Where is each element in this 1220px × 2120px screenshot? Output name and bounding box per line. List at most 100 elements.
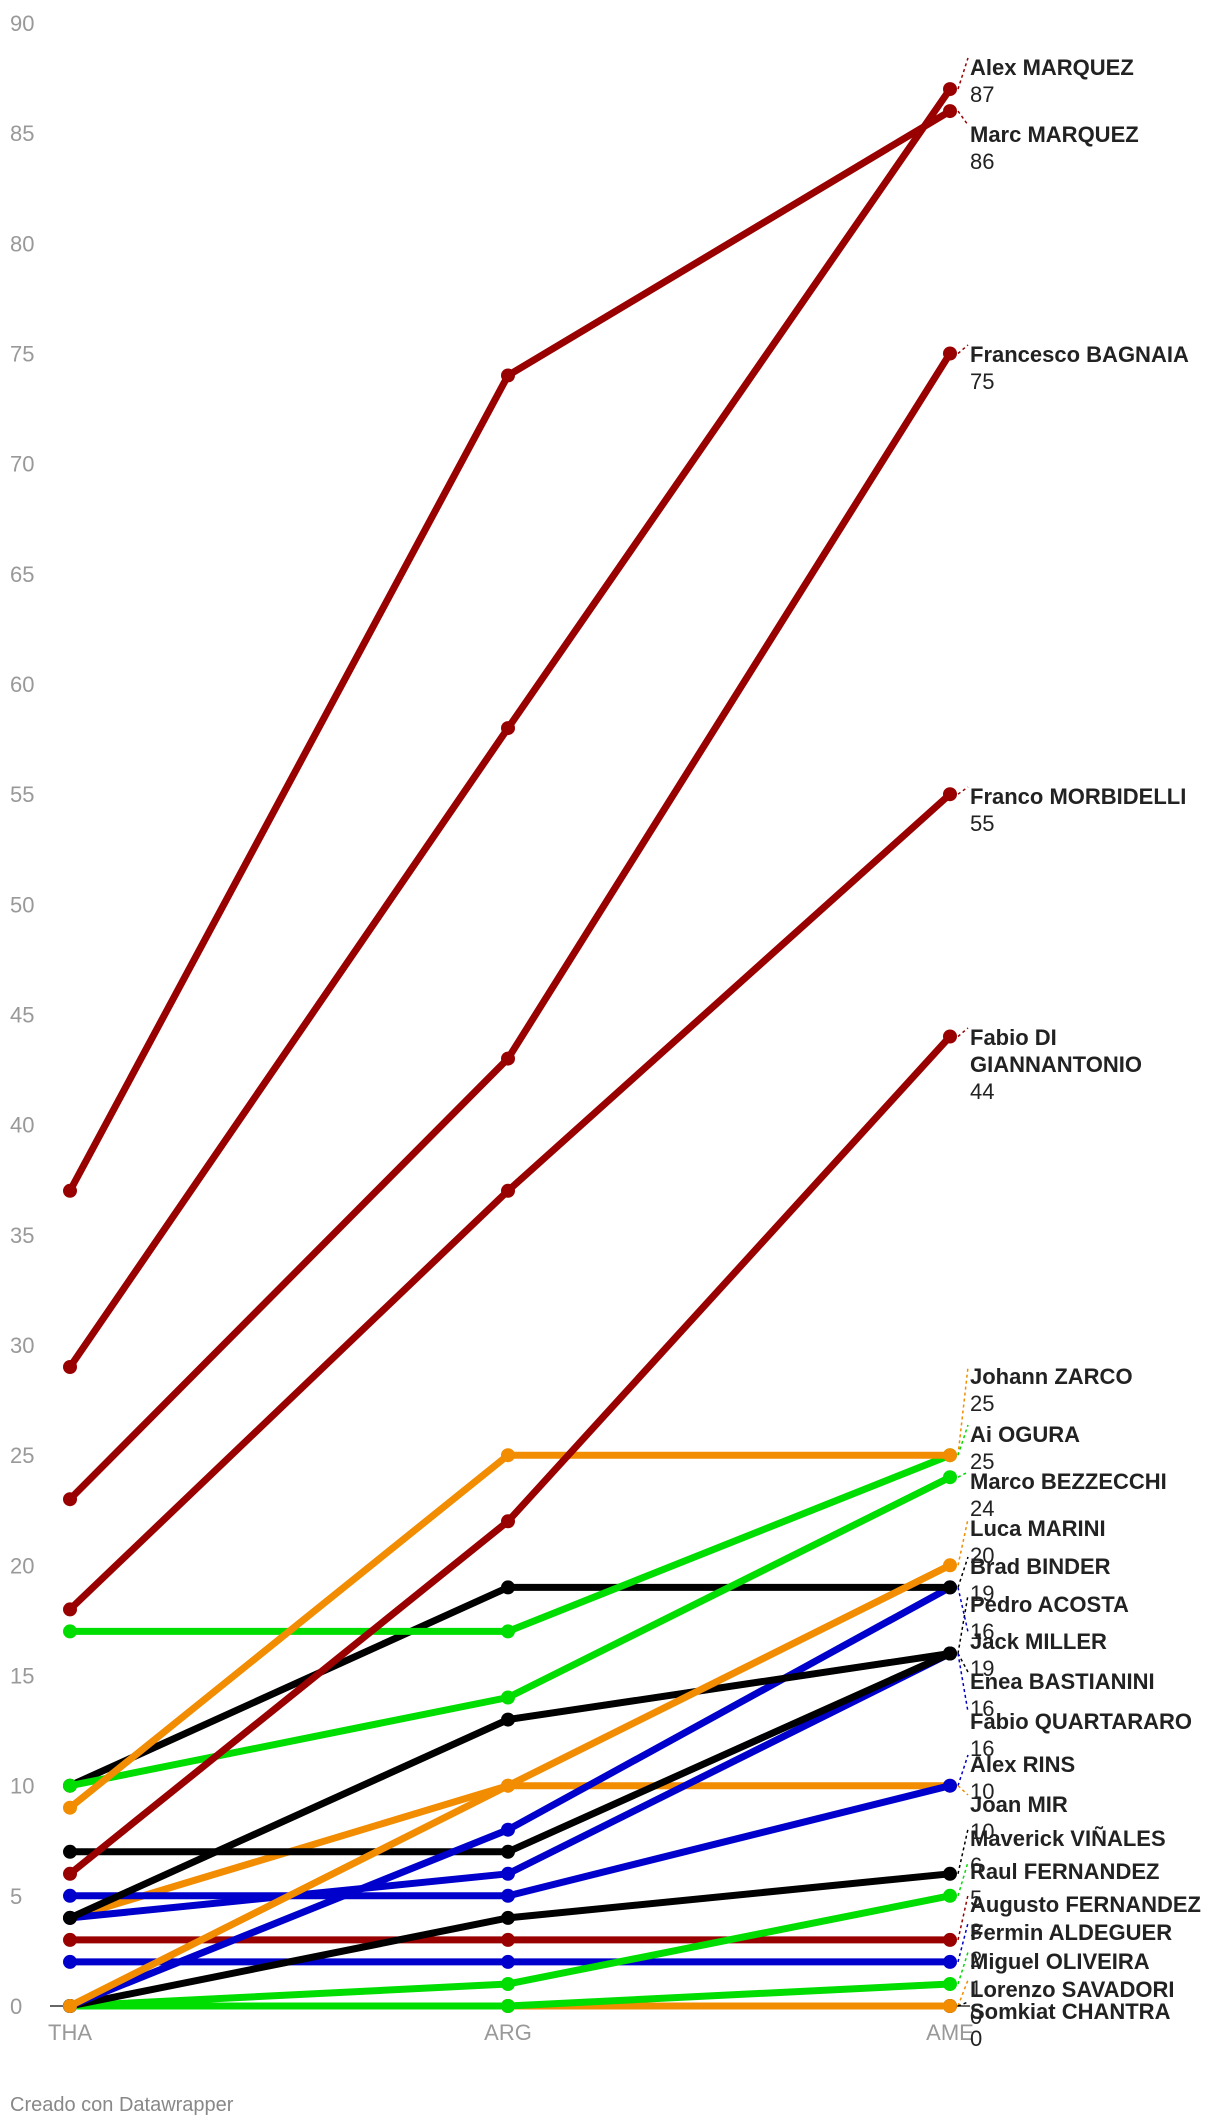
data-point xyxy=(63,1183,77,1198)
y-tick-label: 45 xyxy=(10,1003,34,1028)
data-point xyxy=(501,721,515,736)
data-point xyxy=(63,1866,77,1881)
data-point xyxy=(63,1910,77,1925)
series-label-value: 6 xyxy=(970,1853,982,1878)
series-label-name: Marc MARQUEZ xyxy=(970,122,1139,147)
label-leader-line xyxy=(957,2001,969,2007)
series-label-value: 16 xyxy=(970,1619,994,1644)
y-tick-label: 15 xyxy=(10,1664,34,1689)
y-tick-label: 25 xyxy=(10,1443,34,1468)
label-leader-line xyxy=(957,786,969,795)
data-point xyxy=(501,1624,515,1639)
data-point xyxy=(943,82,957,97)
series-label-name: Raul FERNANDEZ xyxy=(970,1859,1159,1884)
label-leader-line xyxy=(957,1951,969,1985)
label-leader-line xyxy=(957,110,969,126)
data-point xyxy=(501,1448,515,1463)
label-leader-line xyxy=(957,1785,969,1796)
series-label-value: 2 xyxy=(970,1947,982,1972)
y-tick-label: 5 xyxy=(10,1884,22,1909)
data-point xyxy=(943,1999,957,2013)
series-label-name: Joan MIR xyxy=(970,1792,1068,1817)
series-line xyxy=(66,107,954,1195)
data-point xyxy=(943,1558,957,1573)
y-tick-label: 20 xyxy=(10,1553,34,1578)
data-point xyxy=(943,1778,957,1793)
series-label-value: 25 xyxy=(970,1449,994,1474)
series-label-value: 20 xyxy=(970,1543,994,1568)
label-leader-line xyxy=(957,1922,969,1963)
data-point xyxy=(501,1888,515,1903)
series-label-value: 44 xyxy=(970,1079,994,1104)
data-point xyxy=(501,1051,515,1066)
data-point xyxy=(63,1360,77,1374)
data-point xyxy=(501,1999,515,2013)
data-point xyxy=(63,1999,77,2013)
series-label-name: Francesco BAGNAIA xyxy=(970,342,1189,367)
label-leader-line xyxy=(957,1979,969,2007)
series-label-name: Jack MILLER xyxy=(970,1629,1107,1654)
series-line xyxy=(66,790,954,1613)
y-tick-label: 80 xyxy=(10,231,34,256)
data-point xyxy=(943,1029,957,1044)
y-tick-label: 40 xyxy=(10,1113,34,1138)
series-label-name: Alex MARQUEZ xyxy=(970,55,1134,80)
y-tick-label: 65 xyxy=(10,562,34,587)
data-point xyxy=(501,1712,515,1727)
data-point xyxy=(501,1954,515,1969)
data-point xyxy=(501,1183,515,1198)
label-leader-line xyxy=(957,1027,969,1038)
label-leader-line xyxy=(957,1828,969,1874)
series-label-name: Lorenzo SAVADORI xyxy=(970,1977,1175,2002)
label-leader-line xyxy=(957,1518,969,1566)
y-tick-label: 75 xyxy=(10,342,34,367)
series-label-name: Fermin ALDEGUER xyxy=(970,1920,1172,1945)
data-point xyxy=(63,1800,77,1815)
data-point xyxy=(501,1778,515,1793)
data-point xyxy=(943,1977,957,1991)
series-label-name: Somkiat CHANTRA xyxy=(970,1999,1171,2024)
series-label-name: GIANNANTONIO xyxy=(970,1052,1142,1077)
series-label-value: 75 xyxy=(970,369,994,394)
label-leader-line xyxy=(957,1556,969,1588)
label-leader-line xyxy=(957,57,969,90)
data-point xyxy=(943,1954,957,1969)
y-tick-label: 90 xyxy=(10,11,34,36)
data-point xyxy=(501,1844,515,1859)
x-tick-label: THA xyxy=(48,2020,92,2045)
data-point xyxy=(501,1822,515,1837)
datawrapper-credit: Creado con Datawrapper xyxy=(10,2094,234,2116)
data-point xyxy=(943,1866,957,1881)
series-label-value: 19 xyxy=(970,1656,994,1681)
data-point xyxy=(63,1778,77,1793)
label-leader-line xyxy=(957,1894,969,1941)
data-point xyxy=(943,1646,957,1661)
y-tick-label: 30 xyxy=(10,1333,34,1358)
label-leader-line xyxy=(957,1754,969,1786)
series-label-value: 87 xyxy=(970,82,994,107)
series-label-name: Miguel OLIVEIRA xyxy=(970,1949,1150,1974)
data-point xyxy=(501,1932,515,1947)
data-point xyxy=(943,1470,957,1485)
series-label-name: Maverick VIÑALES xyxy=(970,1826,1166,1851)
data-point xyxy=(63,1844,77,1859)
label-leader-line xyxy=(957,1471,969,1478)
label-leader-line xyxy=(957,1653,969,1713)
series-line xyxy=(66,350,954,1503)
series-label-name: Ai OGURA xyxy=(970,1422,1080,1447)
y-tick-label: 85 xyxy=(10,121,34,146)
series-label-value: 0 xyxy=(970,2026,982,2051)
data-point xyxy=(501,1580,515,1595)
data-point xyxy=(63,1624,77,1639)
series-label-value: 0 xyxy=(970,2004,982,2029)
data-point xyxy=(63,1954,77,1969)
series-label-value: 24 xyxy=(970,1496,994,1521)
y-tick-label: 0 xyxy=(10,1994,22,2019)
series-label-name: Franco MORBIDELLI xyxy=(970,784,1186,809)
label-leader-line xyxy=(957,1424,969,1456)
data-point xyxy=(943,1888,957,1903)
series-label-value: 86 xyxy=(970,149,994,174)
y-tick-label: 55 xyxy=(10,782,34,807)
data-point xyxy=(501,1690,515,1705)
y-tick-label: 10 xyxy=(10,1774,34,1799)
